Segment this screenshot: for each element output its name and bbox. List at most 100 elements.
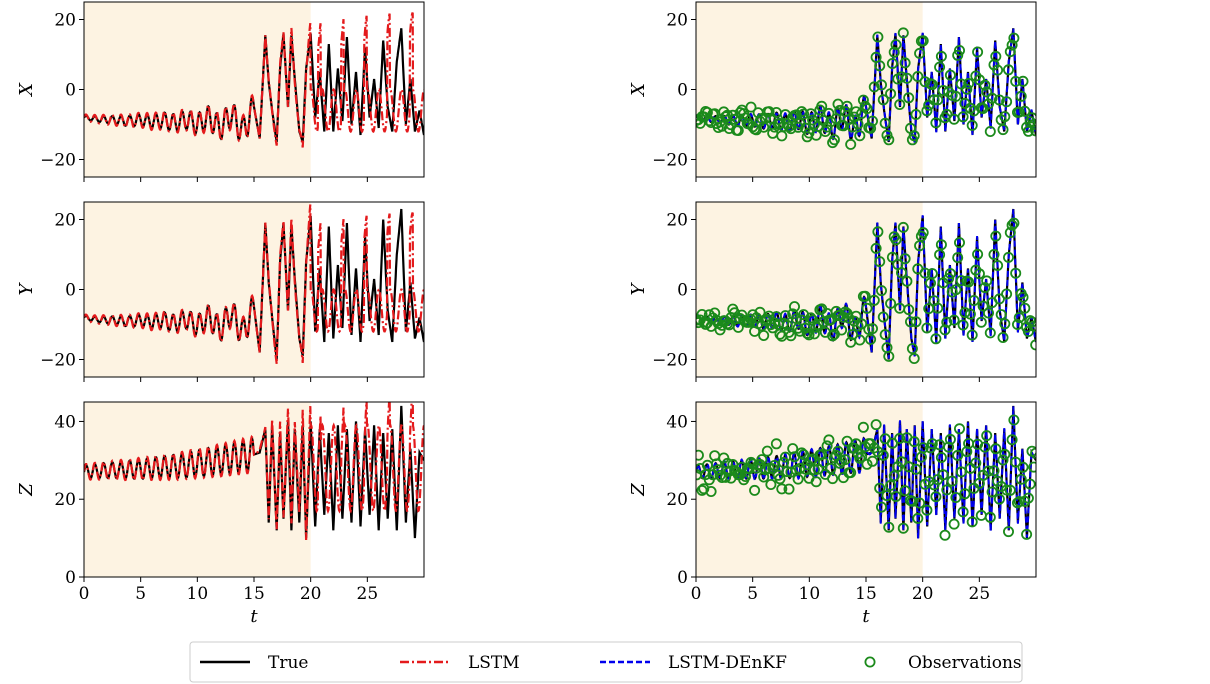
observation-point xyxy=(867,455,879,467)
panel-y-denkf: −20 0 20 Y xyxy=(628,201,1037,382)
observation-point xyxy=(992,64,1004,76)
observation-point xyxy=(803,127,815,139)
legend-label-observations: Observations xyxy=(908,653,1022,673)
observation-point xyxy=(774,473,786,485)
observation-point xyxy=(1028,320,1036,332)
observation-point xyxy=(1003,526,1015,538)
observation-point xyxy=(839,454,851,466)
observation-point xyxy=(868,81,880,93)
observation-point xyxy=(1008,414,1020,426)
observation-point xyxy=(963,276,975,288)
observation-point xyxy=(964,308,976,320)
observation-point xyxy=(1028,461,1036,473)
observation-point xyxy=(981,86,993,98)
observation-point xyxy=(805,108,817,120)
observation-point xyxy=(1004,227,1016,239)
observation-point xyxy=(1026,112,1036,124)
y-axis-label: Z xyxy=(628,483,649,497)
observation-point xyxy=(966,329,978,341)
observation-point xyxy=(973,268,985,280)
observation-point xyxy=(1010,75,1022,87)
observation-point xyxy=(901,72,913,84)
observation-point xyxy=(897,221,909,233)
observation-point xyxy=(767,322,779,334)
observation-point xyxy=(983,465,995,477)
observation-point xyxy=(1026,316,1036,328)
observation-point xyxy=(859,100,871,112)
x-tick-label: 0 xyxy=(79,584,90,604)
x-tick-label: 10 xyxy=(799,584,821,604)
panel-x-lstm: −20 0 20 X xyxy=(16,1,425,182)
observation-point xyxy=(781,319,793,331)
observation-point xyxy=(999,318,1011,330)
y-tick-label: 0 xyxy=(677,281,688,301)
observation-point xyxy=(954,423,966,435)
observation-point xyxy=(883,350,895,362)
observation-point xyxy=(935,451,947,463)
y-tick-label: −20 xyxy=(652,151,688,171)
observation-point xyxy=(818,456,830,468)
observation-point xyxy=(1021,528,1033,540)
observation-point xyxy=(888,470,900,482)
observation-point xyxy=(861,302,873,314)
observation-point xyxy=(999,111,1011,123)
observation-point xyxy=(732,125,744,137)
x-tick-label: 25 xyxy=(969,584,991,604)
observation-point xyxy=(883,521,895,533)
observation-point xyxy=(779,310,791,322)
observation-point xyxy=(859,290,871,302)
observation-point xyxy=(825,116,837,128)
observation-point xyxy=(865,333,877,345)
observation-point xyxy=(896,456,908,468)
y-tick-label: 0 xyxy=(677,568,688,588)
observation-point xyxy=(981,430,993,442)
observation-point xyxy=(939,324,951,336)
observation-point xyxy=(754,306,766,318)
observation-point xyxy=(852,118,864,130)
observation-point xyxy=(941,108,953,120)
observation-point xyxy=(861,103,873,115)
y-axis-label: Y xyxy=(16,281,37,295)
observation-point xyxy=(872,31,884,43)
observation-point xyxy=(792,473,804,485)
observation-point xyxy=(914,497,926,509)
legend-label-denkf: LSTM-DEnKF xyxy=(668,653,787,673)
observation-point xyxy=(972,248,984,260)
observation-point xyxy=(1001,288,1013,300)
observation-point xyxy=(798,449,810,461)
observation-point xyxy=(917,442,929,454)
observation-point xyxy=(854,452,866,464)
observation-point xyxy=(990,230,1002,242)
training-region xyxy=(696,2,923,177)
observation-point xyxy=(816,100,828,112)
y-axis-label: X xyxy=(628,82,649,98)
observation-point xyxy=(847,121,859,133)
observation-point xyxy=(930,491,942,503)
observation-point xyxy=(961,83,973,95)
observation-point xyxy=(997,124,1009,136)
observation-point xyxy=(696,449,704,461)
observation-point xyxy=(867,115,879,127)
observation-point xyxy=(789,301,801,313)
observation-point xyxy=(910,463,922,475)
observation-point xyxy=(946,475,958,487)
observation-point xyxy=(758,329,770,341)
observation-point xyxy=(950,90,962,102)
observation-point xyxy=(950,491,962,503)
observation-point xyxy=(836,324,848,336)
training-region xyxy=(84,2,311,177)
x-tick-label: 20 xyxy=(912,584,934,604)
observation-point xyxy=(941,316,953,328)
y-tick-label: 0 xyxy=(677,81,688,101)
observation-point xyxy=(926,79,938,91)
legend-label-true: True xyxy=(268,653,308,673)
training-region xyxy=(696,202,923,377)
observation-point xyxy=(874,482,886,494)
y-tick-label: 40 xyxy=(666,412,688,432)
observation-point xyxy=(926,268,938,280)
observation-point xyxy=(763,106,775,118)
observation-point xyxy=(883,134,895,146)
observation-point xyxy=(877,449,889,461)
observation-point xyxy=(959,307,971,319)
